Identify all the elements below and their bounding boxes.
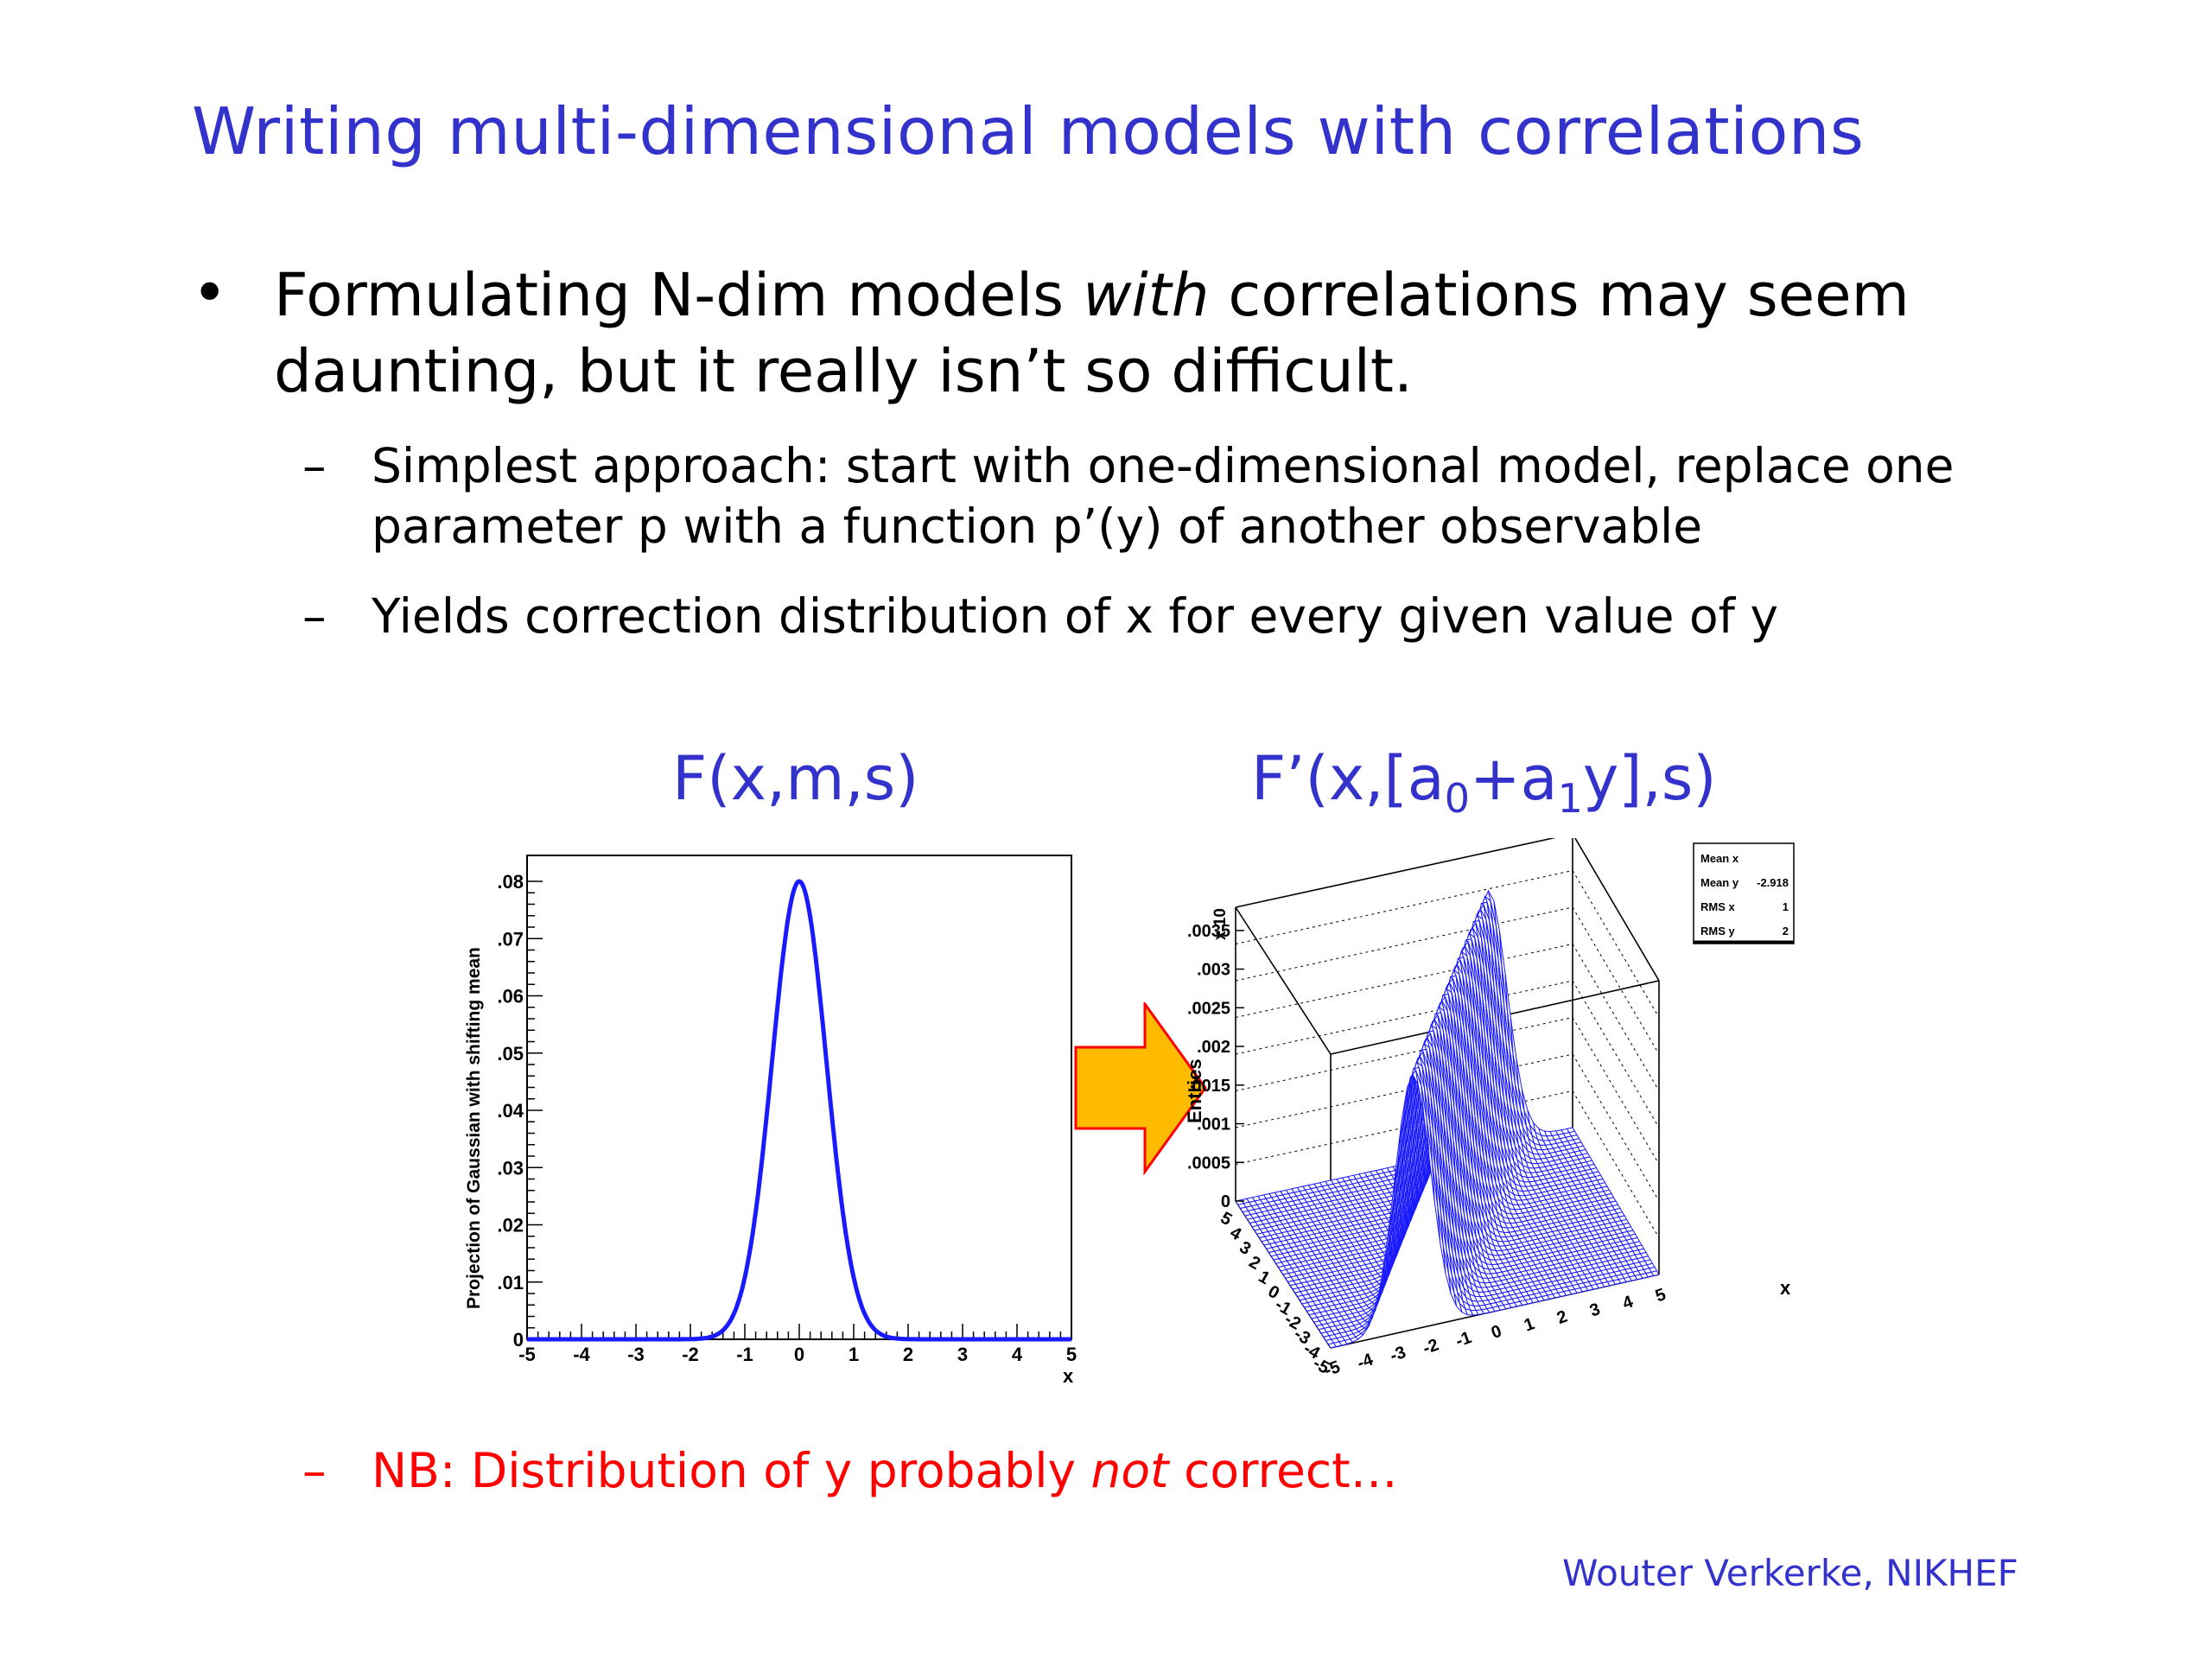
stats-label: Mean x (1700, 852, 1739, 865)
formula-left: F(x,m,s) (672, 743, 919, 814)
z-tick-label: .0005 (1187, 1154, 1230, 1173)
x-tick-label: -2 (682, 1344, 699, 1365)
y-tick-label: .02 (497, 1215, 524, 1236)
footer-author: Wouter Verkerke, NIKHEF (1562, 1552, 2018, 1594)
stats-value: -2.918 (1757, 876, 1789, 889)
left-chart-x-tick-labels: -5 -4 -3 -2 -1 0 1 2 3 4 5 (518, 1344, 1077, 1365)
x-tick-label: -3 (1388, 1343, 1408, 1366)
sub-bullet-2: Yields correction distribution of x for … (372, 588, 1779, 644)
sub-bullet-1-line2: parameter p with a function p’(y) of ano… (372, 499, 1703, 554)
y-tick-label: 1 (1255, 1267, 1274, 1288)
formula-right-prefix: F’(x,[a (1251, 743, 1445, 814)
z-tick-label: .002 (1197, 1038, 1230, 1057)
x-tick-label: -1 (1453, 1328, 1474, 1351)
nb-text-emphasis: not (1090, 1443, 1169, 1498)
main-bullet: Formulating N-dim models with correlatio… (274, 257, 2132, 410)
bullet-text-line2: daunting, but it really isn’t so difficu… (274, 337, 1413, 406)
x-tick-label: 0 (794, 1344, 804, 1365)
bullet-marker: • (192, 257, 228, 328)
correlated-surface-chart: 0.0005.001.0015.002.0025.003.0035 -5 -4 -3… (1184, 838, 1795, 1381)
stats-label: RMS y (1700, 925, 1736, 938)
sub-bullet-1: Simplest approach: start with one-dimens… (372, 435, 2143, 556)
z-tick-label: .0025 (1187, 999, 1230, 1018)
z-tick-label: .001 (1197, 1116, 1230, 1135)
z-tick-label: 0 (1221, 1192, 1230, 1211)
x-tick-label: 0 (1489, 1322, 1504, 1343)
transform-arrow-icon (1074, 1002, 1207, 1175)
x-tick-label: -4 (573, 1344, 590, 1365)
gaussian-curve (527, 879, 1071, 1342)
x-tick-label: -1 (736, 1344, 753, 1365)
x-tick-label: 4 (1012, 1344, 1023, 1365)
y-tick-label: 0 (513, 1329, 524, 1351)
x-tick-label: 4 (1620, 1292, 1637, 1313)
z-tick-label: .0035 (1187, 922, 1230, 941)
left-chart-y-tick-labels: 0 .01 .02 .03 .04 .05 .06 .07 .08 (497, 871, 524, 1351)
surface-zlabel: Entries (1184, 1058, 1205, 1123)
x-tick-label: 2 (1554, 1307, 1570, 1328)
sub-bullet-1-line1: Simplest approach: start with one-dimens… (372, 438, 1955, 493)
x-tick-label: 2 (903, 1344, 913, 1365)
surface-mesh (1235, 889, 1660, 1349)
bullet-text-emphasis: with (1083, 261, 1210, 330)
x-tick-label: 3 (1587, 1300, 1603, 1320)
surface-xlabel: x (1780, 1277, 1791, 1299)
formula-right-sub0: 0 (1444, 775, 1470, 822)
bullet-text-pre: Formulating N-dim models (274, 261, 1084, 330)
x-tick-label: 1 (1522, 1314, 1537, 1335)
x-tick-label: 3 (957, 1344, 968, 1365)
z-tick-label: .003 (1197, 961, 1230, 980)
x-tick-label: 1 (849, 1344, 859, 1365)
x-tick-label: 5 (1066, 1344, 1077, 1365)
formula-right-sub1: 1 (1557, 775, 1583, 822)
y-tick-label: .04 (497, 1100, 524, 1122)
y-tick-label: 5 (1217, 1208, 1236, 1230)
stats-box-frame (1693, 842, 1795, 944)
surface-z-tick-labels: 0 .0005 .001 .0015 .002 .0025 .003 .0035 (1187, 922, 1244, 1211)
z-tick-label: .0015 (1187, 1077, 1230, 1096)
gaussian-projection-chart: 0 .01 .02 .03 .04 .05 .06 .07 .08 -5 -4 -3 -2 -1 0 1 2 3… (464, 855, 1077, 1387)
y-tick-label: .03 (497, 1157, 524, 1179)
y-tick-label: 3 (1236, 1237, 1255, 1259)
nb-text-post: correct… (1168, 1443, 1398, 1498)
stats-box: Mean x Mean y -2.918 RMS x 1 RMS y 2 (1693, 842, 1795, 944)
y-tick-label: .07 (497, 928, 524, 950)
slide-title: Writing multi-dimensional models with co… (192, 93, 1865, 169)
nb-note: – NB: Distribution of y probably not cor… (302, 1443, 1398, 1498)
nb-dash: – (302, 1443, 327, 1498)
y-tick-label: .08 (497, 871, 524, 893)
y-tick-label: 4 (1227, 1223, 1245, 1244)
left-chart-xlabel: x (1063, 1365, 1074, 1387)
y-tick-label: .06 (497, 986, 524, 1007)
x-tick-label: 5 (1653, 1285, 1669, 1306)
y-tick-label: 2 (1246, 1252, 1264, 1274)
x-tick-label: -2 (1421, 1335, 1441, 1358)
surface-z-exponent: x 10 (1211, 908, 1230, 940)
plot-frame (526, 855, 1072, 1340)
arrow-shape (1074, 1002, 1207, 1175)
x-tick-label: -4 (1355, 1350, 1376, 1373)
x-tick-label: -5 (518, 1344, 536, 1365)
formula-right-plus: +a (1470, 743, 1558, 814)
sub-bullet-dash-2: – (302, 588, 327, 644)
stats-label: Mean y (1700, 876, 1739, 889)
nb-text-pre: NB: Distribution of y probably (371, 1443, 1091, 1498)
surface-cell (1650, 1270, 1660, 1276)
stats-value: 2 (1783, 925, 1789, 938)
x-tick-label: -3 (627, 1344, 645, 1365)
y-tick-label: .05 (497, 1043, 524, 1065)
left-chart-ylabel: Projection of Gaussian with shifting mea… (464, 947, 484, 1309)
stats-label: RMS x (1700, 900, 1736, 913)
y-tick-label: .01 (497, 1272, 524, 1294)
formula-right: F’(x,[a0+a1y],s) (1251, 743, 1717, 822)
stats-value: 1 (1783, 900, 1789, 913)
formula-right-suffix: y],s) (1582, 743, 1717, 814)
sub-bullet-dash-1: – (302, 438, 327, 493)
bullet-text-post: correlations may seem (1209, 261, 1910, 330)
